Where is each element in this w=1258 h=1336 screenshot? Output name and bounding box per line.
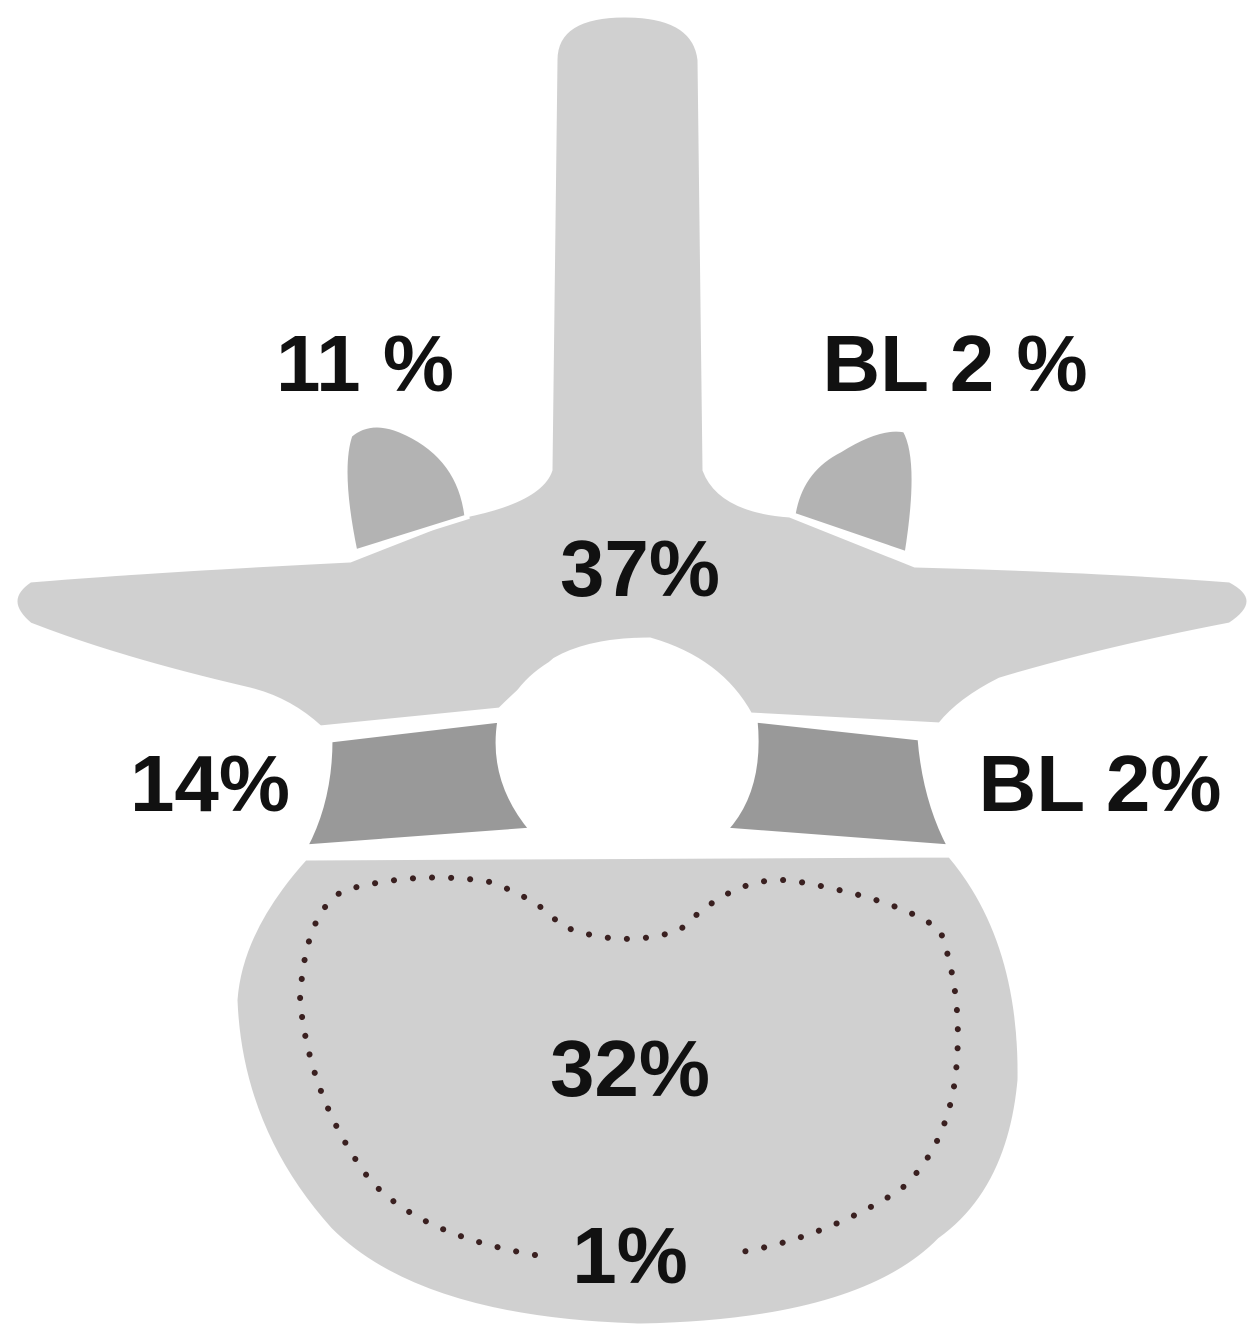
region-label: 1% [572, 1211, 688, 1300]
posterior-arch [12, 12, 1252, 731]
region-label: 37% [560, 524, 720, 613]
region-label: BL 2 % [822, 319, 1087, 408]
right-pedicle [719, 717, 955, 850]
right-articular-process [790, 426, 917, 558]
left-articular-process [342, 422, 470, 556]
vertebral-body [232, 852, 1023, 1329]
dotted-outline [296, 874, 961, 1258]
region-label: 32% [550, 1024, 710, 1113]
region-label: 14% [130, 739, 290, 828]
region-label: BL 2% [978, 739, 1221, 828]
region-label: 11 % [276, 319, 454, 408]
spinal-canal [497, 642, 747, 854]
